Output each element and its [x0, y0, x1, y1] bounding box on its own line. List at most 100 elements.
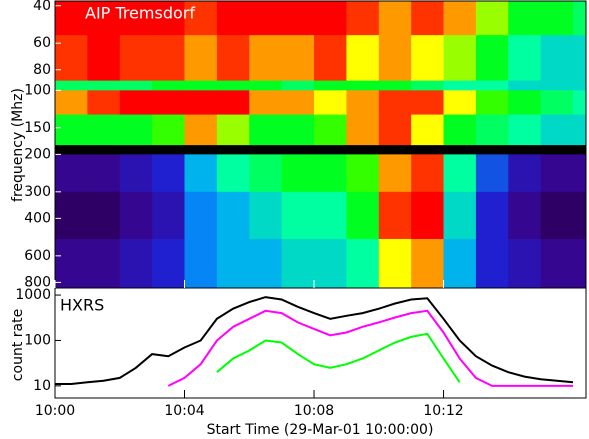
heatmap-cell — [378, 238, 412, 289]
heatmap-cell — [378, 80, 412, 91]
heatmap-cell — [573, 80, 587, 91]
heatmap-cell — [184, 114, 218, 146]
heatmap-cell — [346, 114, 380, 146]
heatmap-cell — [152, 154, 186, 193]
heatmap-cell — [184, 35, 218, 82]
x-tick-label: 10:12 — [423, 403, 463, 419]
heatmap-cell — [475, 35, 509, 82]
heatmap-cell — [475, 238, 509, 289]
y-tick-label: 100 — [24, 82, 51, 98]
heatmap-cell — [573, 90, 587, 116]
heatmap-cell — [314, 90, 347, 116]
heatmap-cell — [152, 191, 186, 240]
heatmap-cell — [540, 191, 574, 240]
y-tick-label: 80 — [33, 62, 51, 78]
heatmap-cell — [540, 90, 574, 116]
heatmap-cell — [378, 191, 412, 240]
heatmap-cell — [119, 35, 153, 82]
y-tick-label: 200 — [24, 146, 51, 162]
heatmap-cell — [152, 1, 186, 36]
heatmap-cell — [152, 35, 186, 82]
heatmap-cell — [216, 191, 250, 240]
heatmap-cell — [346, 154, 380, 193]
heatmap-cell — [508, 1, 542, 36]
heatmap-cell — [87, 1, 121, 36]
heatmap-cell — [249, 154, 283, 193]
heatmap-cell — [249, 90, 283, 116]
heatmap-cell — [216, 114, 250, 146]
heatmap-cell — [55, 90, 88, 116]
heatmap-cell — [184, 80, 218, 91]
heatmap-cell — [216, 1, 250, 36]
heatmap-cell — [573, 114, 587, 146]
heatmap-cell — [119, 191, 153, 240]
heatmap-cell — [249, 35, 283, 82]
heatmap-cell — [281, 90, 315, 116]
heatmap-cell — [508, 114, 542, 146]
heatmap-cell — [443, 191, 477, 240]
heatmap-cell — [475, 114, 509, 146]
heatmap-cell — [281, 191, 315, 240]
y-tick-label: 60 — [33, 35, 51, 51]
heatmap-cell — [281, 1, 315, 36]
heatmap-cell — [87, 238, 121, 289]
heatmap-cell — [540, 35, 574, 82]
heatmap-cell — [119, 154, 153, 193]
heatmap-cell — [411, 154, 445, 193]
heatmap-cell — [55, 80, 88, 91]
heatmap-cell — [346, 1, 380, 36]
heatmap-cell — [216, 90, 250, 116]
heatmap-cell — [314, 1, 347, 36]
heatmap-cell — [540, 114, 574, 146]
heatmap-cell — [152, 90, 186, 116]
heatmap-cell — [281, 154, 315, 193]
heatmap-cell — [55, 1, 88, 36]
heatmap-cell — [314, 191, 347, 240]
heatmap-cell — [87, 35, 121, 82]
y-tick-label: 600 — [24, 248, 51, 264]
series-line — [55, 296, 574, 385]
y-tick-label: 100 — [24, 332, 51, 348]
heatmap-cell — [281, 80, 315, 91]
heatmap-cell — [87, 114, 121, 146]
heatmap-cell — [573, 191, 587, 240]
heatmap-cell — [152, 238, 186, 289]
y-tick-label: 1000 — [15, 287, 51, 303]
heatmap-cell — [119, 114, 153, 146]
heatmap-cell — [184, 191, 218, 240]
heatmap-cell — [508, 191, 542, 240]
heatmap-cell — [216, 80, 250, 91]
heatmap-cell — [378, 114, 412, 146]
y-tick-label: 40 — [33, 0, 51, 14]
heatmap-cell — [314, 35, 347, 82]
heatmap-cell — [573, 238, 587, 289]
spectrogram-title: AIP Tremsdorf — [85, 4, 195, 23]
heatmap-cell — [55, 154, 88, 193]
hxrs-title: HXRS — [60, 296, 104, 315]
heatmap-cell — [411, 90, 445, 116]
heatmap-cell — [540, 238, 574, 289]
heatmap-cell — [119, 90, 153, 116]
heatmap-cell — [152, 114, 186, 146]
heatmap-cell — [411, 80, 445, 91]
heatmap-cell — [508, 80, 542, 91]
heatmap-cell — [249, 114, 283, 146]
heatmap-cell — [281, 238, 315, 289]
heatmap-cell — [281, 35, 315, 82]
y-tick-label: 800 — [24, 274, 51, 290]
heatmap-cell — [443, 80, 477, 91]
heatmap-cell — [508, 238, 542, 289]
heatmap-cell — [573, 154, 587, 193]
plot-frame — [54, 287, 587, 399]
heatmap-cell — [475, 154, 509, 193]
heatmap-cell — [184, 154, 218, 193]
heatmap-cell — [378, 35, 412, 82]
heatmap-cell — [55, 238, 88, 289]
heatmap-cell — [119, 80, 153, 91]
heatmap-cell — [314, 114, 347, 146]
heatmap-cell — [87, 191, 121, 240]
heatmap-cell — [346, 238, 380, 289]
heatmap-cell — [152, 80, 186, 91]
x-tick-label: 10:08 — [294, 403, 334, 419]
